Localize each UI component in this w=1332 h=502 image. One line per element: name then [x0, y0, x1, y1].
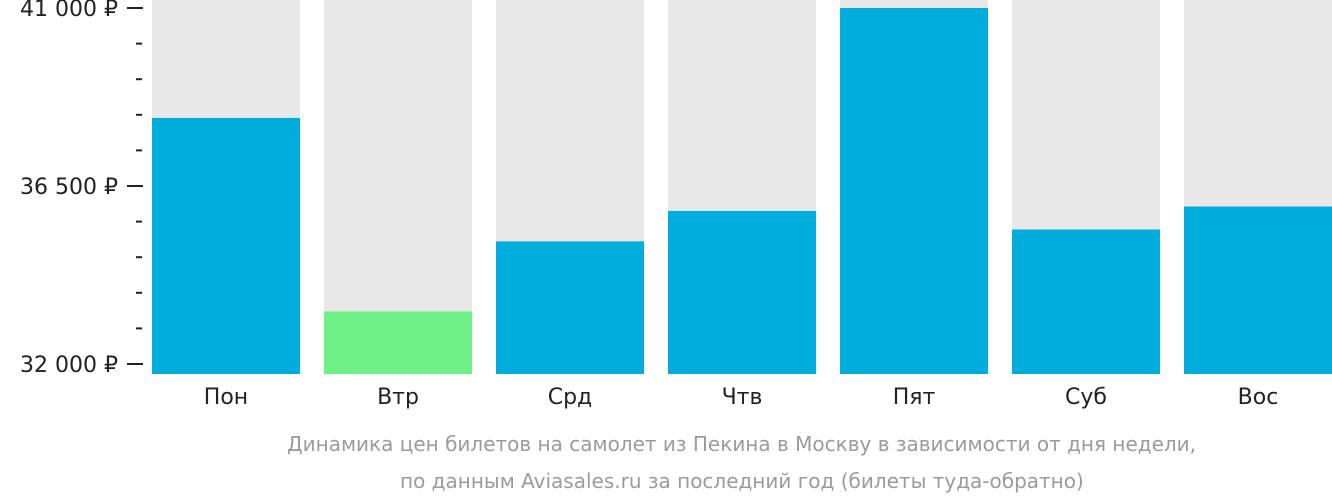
bar-4 [840, 8, 988, 374]
x-tick-label-0: Пон [204, 385, 248, 410]
price-by-weekday-chart: 41 000 ₽ 36 500 ₽ 32 000 ₽ Пон Втр Срд Чтв Пят… [20, 0, 1332, 410]
y-tick-label-0: 41 000 ₽ [20, 0, 118, 22]
bar-2 [496, 241, 644, 374]
x-tick-label-2: Срд [548, 385, 593, 410]
x-tick-label-3: Чтв [722, 385, 763, 410]
bar-6 [1184, 206, 1332, 374]
x-tick-label-1: Втр [377, 385, 419, 410]
chart-caption-line-1: Динамика цен билетов на самолет из Пекин… [287, 432, 1197, 456]
bar-0 [152, 117, 300, 374]
y-tick-label-2: 32 000 ₽ [20, 353, 118, 378]
x-tick-label-4: Пят [893, 385, 936, 410]
x-tick-label-6: Вос [1238, 385, 1279, 410]
bar-5 [1012, 229, 1160, 374]
x-tick-label-5: Суб [1065, 385, 1107, 410]
chart-caption-line-2: по данным Aviasales.ru за последний год … [400, 469, 1084, 493]
y-tick-label-1: 36 500 ₽ [20, 175, 118, 200]
bar-3 [668, 210, 816, 374]
bar-1 [324, 311, 472, 374]
